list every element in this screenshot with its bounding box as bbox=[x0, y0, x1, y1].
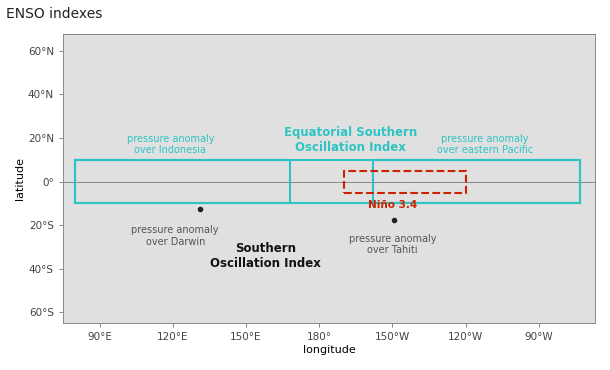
Text: pressure anomaly
over eastern Pacific: pressure anomaly over eastern Pacific bbox=[437, 134, 533, 155]
Text: pressure anomaly
over Indonesia: pressure anomaly over Indonesia bbox=[126, 134, 214, 155]
Text: ENSO indexes: ENSO indexes bbox=[6, 7, 102, 21]
Text: Equatorial Southern
Oscillation Index: Equatorial Southern Oscillation Index bbox=[284, 126, 418, 154]
Text: Southern
Oscillation Index: Southern Oscillation Index bbox=[210, 242, 321, 270]
Bar bbox=[75, 160, 290, 204]
Bar bbox=[75, 160, 580, 204]
Bar bbox=[343, 171, 465, 192]
Text: pressure anomaly
over Tahiti: pressure anomaly over Tahiti bbox=[349, 234, 436, 256]
X-axis label: longitude: longitude bbox=[303, 345, 356, 355]
Bar bbox=[373, 160, 580, 204]
Text: pressure anomaly
over Darwin: pressure anomaly over Darwin bbox=[131, 225, 219, 247]
Y-axis label: latitude: latitude bbox=[15, 157, 25, 200]
Text: Niño 3.4: Niño 3.4 bbox=[368, 200, 417, 210]
